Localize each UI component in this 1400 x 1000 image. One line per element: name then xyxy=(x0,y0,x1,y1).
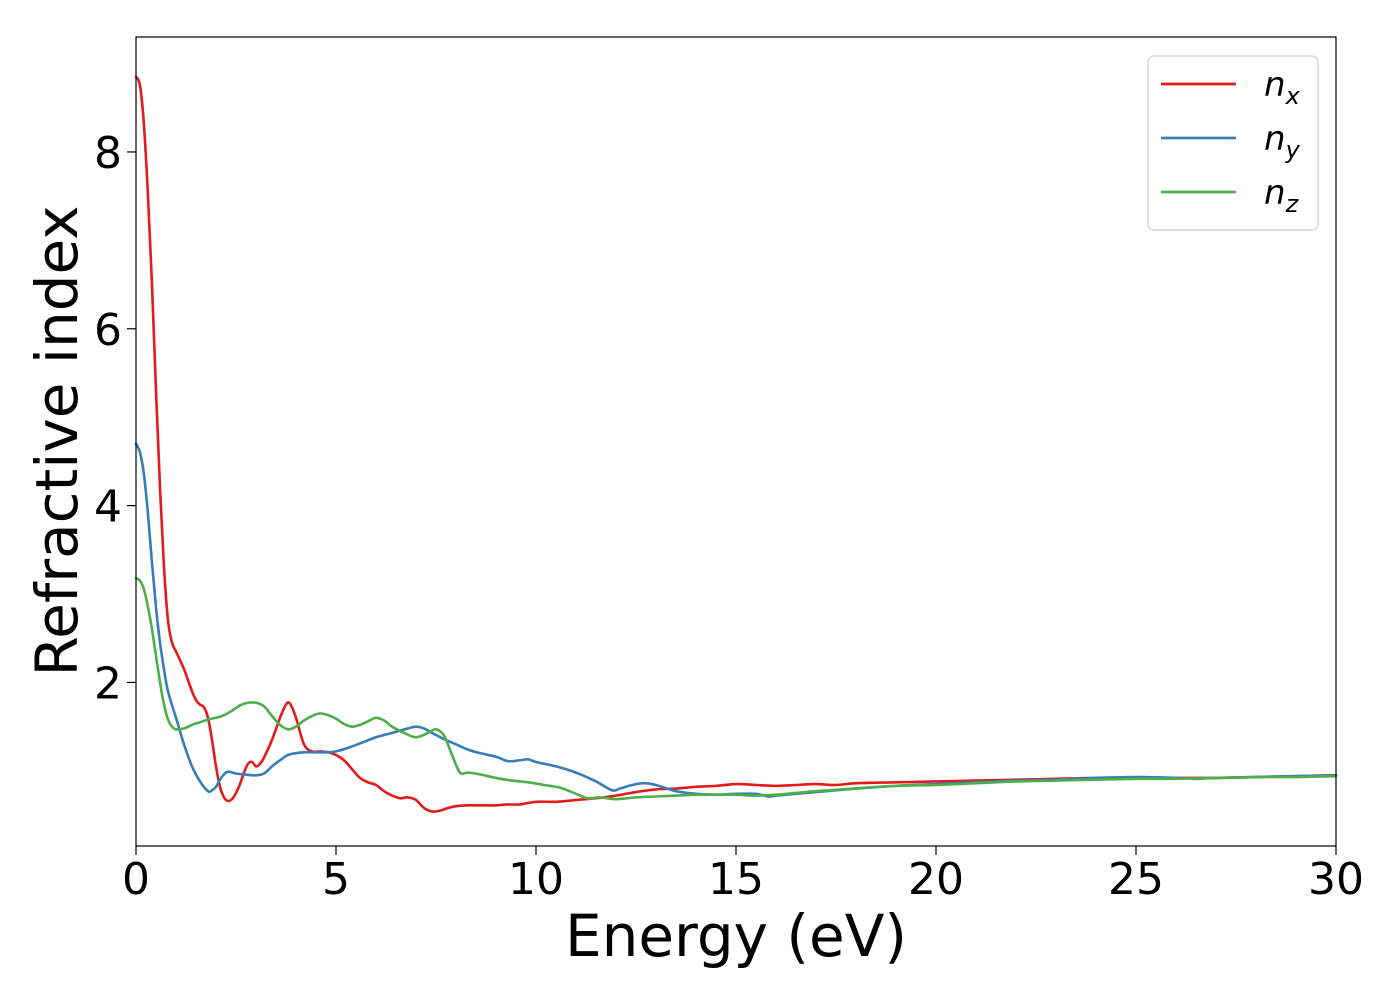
series-line-y xyxy=(134,442,1338,798)
legend-box xyxy=(1147,55,1319,231)
y-axis-ticks: 2 4 6 8 xyxy=(94,128,136,709)
x-tick-label: 0 xyxy=(122,854,150,905)
x-tick-label: 5 xyxy=(322,854,350,905)
x-axis-title: Energy (eV) xyxy=(565,902,907,970)
y-axis-title: Refractive index xyxy=(23,205,91,676)
x-tick-label: 10 xyxy=(508,854,564,905)
legend-label-y: ny xyxy=(1264,119,1301,164)
x-axis-ticks: 0 5 10 15 20 25 30 xyxy=(122,846,1364,905)
y-tick-label: 8 xyxy=(94,128,122,179)
y-tick-label: 2 xyxy=(94,658,122,709)
x-tick-label: 20 xyxy=(908,854,964,905)
y-tick-label: 4 xyxy=(94,482,122,533)
series-line-z xyxy=(134,576,1338,801)
y-tick-label: 6 xyxy=(94,305,122,356)
x-tick-label: 15 xyxy=(708,854,764,905)
legend: nx ny nz xyxy=(1147,55,1319,231)
series-line-x xyxy=(134,75,1338,813)
x-tick-label: 30 xyxy=(1308,854,1364,905)
legend-label-z: nz xyxy=(1264,173,1300,218)
plot-lines xyxy=(134,75,1338,813)
legend-entries: nx ny nz xyxy=(1161,65,1301,218)
legend-label-x: nx xyxy=(1264,65,1301,110)
x-tick-label: 25 xyxy=(1108,854,1164,905)
